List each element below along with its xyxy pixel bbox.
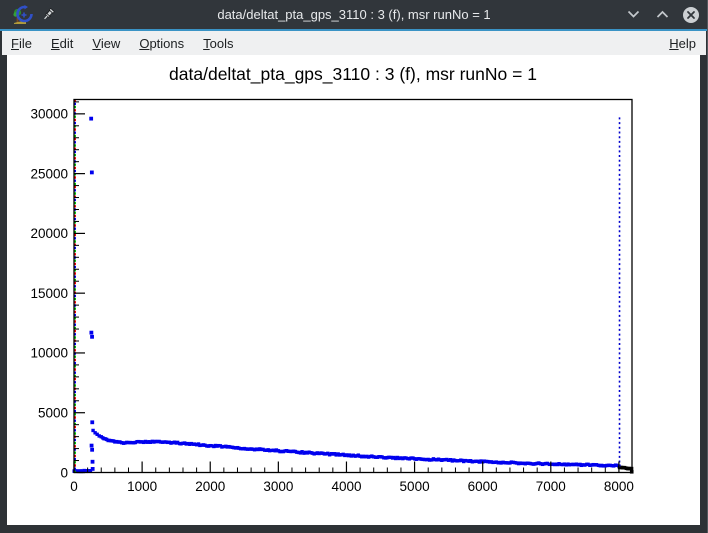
window-title: data/deltat_pta_gps_3110 : 3 (f), msr ru… — [217, 7, 491, 22]
menu-item-view[interactable]: View — [92, 35, 121, 51]
svg-text:20000: 20000 — [30, 226, 68, 241]
svg-text:30000: 30000 — [30, 107, 68, 122]
plot-frame — [73, 98, 633, 474]
chevron-down-icon — [627, 10, 639, 18]
plot-title: data/deltat_pta_gps_3110 : 3 (f), msr ru… — [169, 64, 537, 85]
axes: 0 1000 2000 3000 4000 5000 6000 7000 8000 0 5000 10… — [30, 101, 634, 494]
menu-item-help[interactable]: Help — [669, 35, 696, 51]
svg-text:10000: 10000 — [30, 346, 68, 361]
close-icon — [683, 6, 699, 23]
svg-text:5000: 5000 — [400, 479, 430, 494]
minimize-button[interactable] — [624, 6, 642, 24]
root-app-icon[interactable] — [12, 4, 34, 26]
series-t0-prompt-spike — [89, 116, 95, 471]
svg-text:2000: 2000 — [195, 479, 225, 494]
svg-text:6000: 6000 — [468, 479, 498, 494]
menu-item-options[interactable]: Options — [139, 35, 185, 51]
titlebar[interactable]: data/deltat_pta_gps_3110 : 3 (f), msr ru… — [0, 0, 708, 29]
menu-item-edit[interactable]: Edit — [50, 35, 74, 51]
maximize-button[interactable] — [653, 6, 671, 24]
svg-text:0: 0 — [60, 465, 68, 480]
canvas-frame: data/deltat_pta_gps_3110 : 3 (f), msr ru… — [7, 55, 700, 525]
marker-lines — [73, 99, 621, 473]
svg-text:3000: 3000 — [263, 479, 293, 494]
svg-text:7000: 7000 — [536, 479, 566, 494]
menu-item-tools[interactable]: Tools — [203, 35, 234, 51]
svg-text:15000: 15000 — [30, 286, 68, 301]
svg-text:8000: 8000 — [604, 479, 634, 494]
svg-text:25000: 25000 — [30, 166, 68, 181]
svg-text:0: 0 — [70, 479, 78, 494]
chevron-up-icon — [656, 10, 668, 18]
menu-item-file[interactable]: File — [11, 35, 32, 51]
svg-text:1000: 1000 — [127, 479, 157, 494]
data-markers — [72, 116, 634, 474]
svg-text:4000: 4000 — [331, 479, 361, 494]
series-decay-histogram — [91, 428, 621, 468]
close-button[interactable] — [682, 6, 700, 24]
menubar: File Edit View Options Tools Help — [2, 31, 706, 55]
menubar-left: File Edit View Options Tools — [11, 36, 253, 51]
menubar-right: Help — [669, 36, 697, 51]
plot-canvas[interactable]: data/deltat_pta_gps_3110 : 3 (f), msr ru… — [7, 55, 700, 525]
pin-icon[interactable] — [42, 8, 55, 21]
svg-text:5000: 5000 — [38, 406, 68, 421]
titlebar-accent-line — [0, 29, 708, 31]
